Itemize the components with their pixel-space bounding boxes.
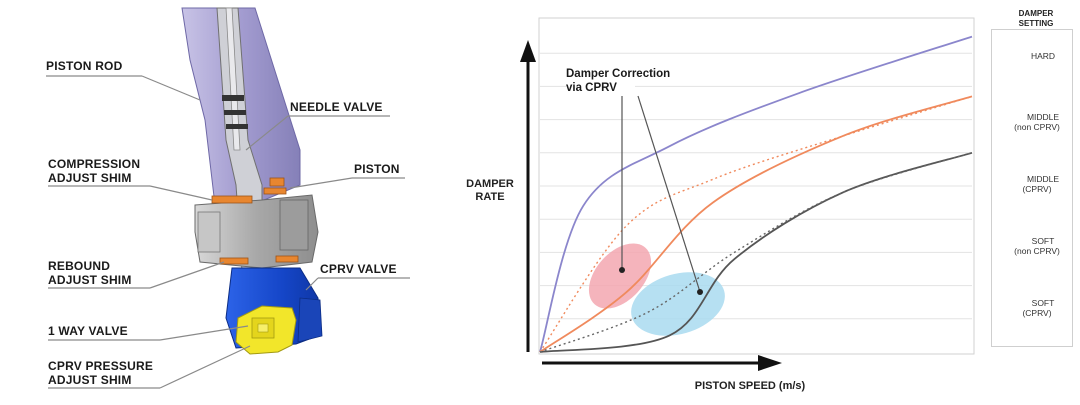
legend bbox=[991, 29, 1073, 347]
label-rebound-adjust-shim-line1: REBOUND bbox=[48, 259, 111, 273]
label-one-way-valve: 1 WAY VALVE bbox=[48, 324, 128, 338]
y-axis-label-line2: RATE bbox=[475, 191, 505, 203]
annotation-pointer-soft bbox=[637, 95, 701, 293]
series-soft-non-cprv bbox=[539, 151, 973, 353]
legend-sublabel-soft-cprv: (CPRV) bbox=[1022, 308, 1052, 318]
x-axis-arrowhead bbox=[758, 355, 782, 371]
highlight-correction-middle bbox=[588, 243, 652, 309]
rebound-shim-right bbox=[275, 255, 299, 263]
x-axis-label: PISTON SPEED (m/s) bbox=[694, 380, 806, 392]
series-soft-cprv bbox=[539, 152, 973, 353]
legend-label-soft-cprv: SOFT bbox=[1031, 298, 1055, 308]
label-needle-valve: NEEDLE VALVE bbox=[290, 100, 383, 114]
needle-groove bbox=[226, 124, 248, 129]
callout-leaders bbox=[46, 75, 410, 389]
legend-label-soft-non-cprv: SOFT bbox=[1031, 236, 1055, 246]
label-cprv-valve: CPRV VALVE bbox=[320, 262, 397, 276]
label-compression-adjust-shim-line2: ADJUST SHIM bbox=[48, 171, 132, 185]
label-compression-adjust-shim-line1: COMPRESSION bbox=[48, 157, 141, 171]
annotation-dot-soft bbox=[697, 289, 703, 295]
series-middle-non-cprv bbox=[539, 95, 973, 353]
correction-highlights bbox=[588, 243, 725, 336]
label-cprv-pressure-adjust-shim-line1: CPRV PRESSURE bbox=[48, 359, 154, 373]
legend-sublabel-middle-non-cprv: (non CPRV) bbox=[1014, 122, 1060, 132]
label-piston: PISTON bbox=[354, 162, 400, 176]
one-way-valve-port bbox=[257, 323, 269, 333]
annotation-line1: Damper Correction bbox=[566, 67, 671, 81]
piston-left-face bbox=[197, 211, 221, 253]
needle-groove bbox=[222, 95, 244, 101]
legend-sublabel-soft-non-cprv: (non CPRV) bbox=[1014, 246, 1060, 256]
label-rebound-adjust-shim-line2: ADJUST SHIM bbox=[48, 273, 132, 287]
y-axis-arrowhead bbox=[520, 40, 536, 62]
piston-right-face bbox=[279, 199, 309, 251]
rebound-shim bbox=[219, 257, 249, 265]
label-cprv-pressure-adjust-shim-line2: ADJUST SHIM bbox=[48, 373, 132, 387]
legend-title-line1: DAMPER bbox=[1018, 9, 1054, 18]
damper-illustration bbox=[46, 7, 410, 389]
rod-shim bbox=[269, 177, 285, 187]
compression-shim bbox=[211, 195, 253, 204]
label-piston-rod: PISTON ROD bbox=[46, 59, 123, 73]
annotation-dot-middle bbox=[619, 267, 625, 273]
legend-sublabel-middle-cprv: (CPRV) bbox=[1022, 184, 1052, 194]
cprv-valve-face bbox=[297, 297, 323, 343]
legend-label-middle-non-cprv: MIDDLE bbox=[1026, 112, 1060, 122]
legend-title-line2: SETTING bbox=[1018, 19, 1054, 28]
compression-shim-right bbox=[263, 187, 287, 195]
highlight-correction-soft bbox=[631, 272, 725, 336]
y-axis-label-line1: DAMPER bbox=[466, 178, 514, 190]
series-middle-cprv bbox=[539, 95, 973, 353]
annotation-line2: via CPRV bbox=[566, 81, 635, 95]
needle-groove bbox=[224, 110, 246, 115]
legend-label-middle-cprv: MIDDLE bbox=[1026, 174, 1060, 184]
legend-label-hard: HARD bbox=[1030, 51, 1056, 61]
